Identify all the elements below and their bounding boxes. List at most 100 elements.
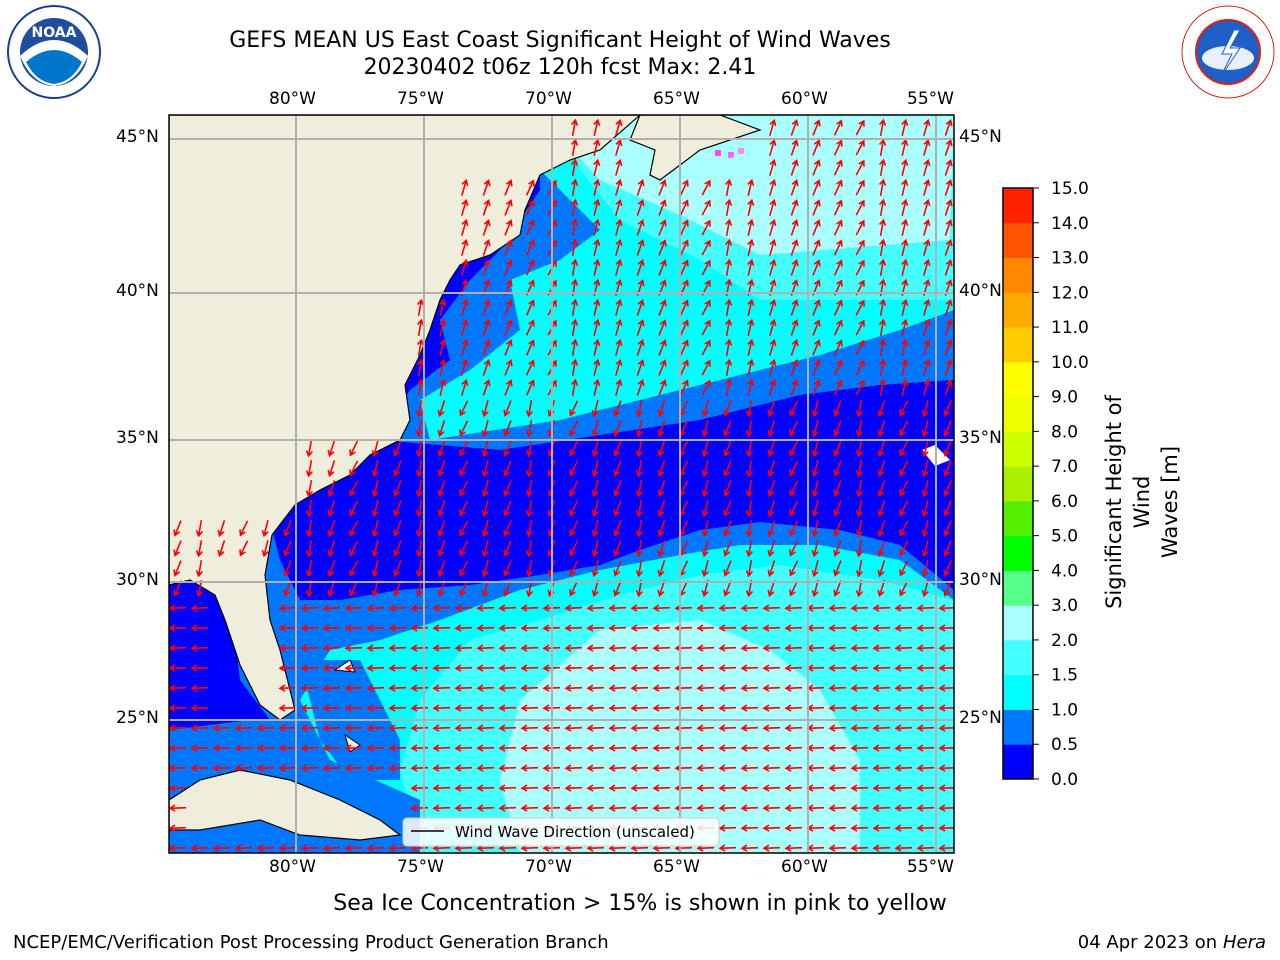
wind-arrow <box>476 684 495 692</box>
wind-arrow <box>740 624 759 632</box>
wind-arrow <box>943 580 952 597</box>
wind-arrow <box>261 520 269 538</box>
wind-arrow <box>790 338 799 356</box>
wind-arrow <box>944 338 953 356</box>
wind-arrow <box>789 500 799 517</box>
wind-arrow <box>327 480 336 498</box>
wind-arrow <box>769 358 777 376</box>
wind-arrow <box>812 259 821 276</box>
wind-arrow <box>769 238 777 256</box>
wind-arrow <box>190 624 209 632</box>
wind-arrow <box>410 804 429 812</box>
wind-arrow <box>415 479 424 498</box>
wind-arrow <box>762 724 781 732</box>
wind-arrow <box>790 258 799 276</box>
wind-arrow <box>872 624 891 632</box>
colorbar-swatch <box>1003 535 1033 571</box>
wind-arrow <box>570 378 579 397</box>
wind-arrow <box>855 339 865 356</box>
wind-arrow <box>724 338 733 357</box>
wind-arrow <box>570 358 579 377</box>
wind-arrow <box>901 118 909 136</box>
wind-arrow <box>482 178 491 196</box>
wind-arrow <box>498 704 517 712</box>
wind-arrow <box>630 784 649 792</box>
wind-arrow <box>570 138 579 157</box>
wind-arrow <box>789 420 799 437</box>
wind-arrow <box>944 258 953 276</box>
wind-arrow <box>366 624 385 632</box>
colorbar-swatch <box>1003 744 1033 780</box>
wind-arrow <box>190 664 209 672</box>
wind-arrow <box>410 664 429 672</box>
wind-arrow <box>525 259 535 276</box>
wind-arrow <box>169 604 187 612</box>
colorbar-swatch <box>1003 674 1033 710</box>
wind-arrow <box>366 704 385 712</box>
wind-arrow <box>878 358 887 377</box>
wind-arrow <box>615 298 623 316</box>
wind-arrow <box>718 804 737 812</box>
wind-arrow <box>498 604 517 612</box>
wind-arrow <box>615 198 623 216</box>
wind-arrow <box>608 784 627 792</box>
wind-arrow <box>658 239 667 256</box>
wind-arrow <box>745 519 754 538</box>
wind-arrow <box>724 358 733 377</box>
wind-arrow <box>762 844 781 852</box>
wind-arrow <box>944 138 953 156</box>
wind-arrow <box>525 199 535 216</box>
wind-arrows <box>169 118 954 852</box>
wind-arrow <box>696 784 715 792</box>
wind-arrow <box>366 744 385 752</box>
wind-arrow <box>261 540 269 558</box>
wind-arrow <box>481 460 489 478</box>
colorbar-tick-label: 12.0 <box>1051 283 1089 303</box>
wind-arrow <box>652 784 671 792</box>
wind-arrow <box>657 480 666 498</box>
wind-arrow <box>718 724 737 732</box>
wind-arrow <box>371 480 379 498</box>
wind-arrow <box>769 298 777 316</box>
wind-arrow <box>789 540 799 557</box>
wind-arrow <box>459 460 469 477</box>
wind-arrow <box>943 560 952 577</box>
wind-arrow <box>740 604 759 612</box>
wind-arrow <box>432 664 451 672</box>
wind-arrow <box>652 744 671 752</box>
wind-arrow <box>415 459 424 478</box>
wind-arrow <box>878 258 887 277</box>
wind-arrow <box>812 119 821 136</box>
wind-arrow <box>416 358 425 377</box>
wind-arrow <box>410 624 429 632</box>
wind-arrow <box>872 684 891 692</box>
wind-arrow <box>923 158 931 176</box>
wind-arrow <box>872 664 891 672</box>
wind-arrow <box>916 684 935 692</box>
noaa-logo-text: NOAA <box>32 25 77 41</box>
wind-arrow <box>437 480 446 498</box>
wind-arrow <box>658 339 667 356</box>
wind-arrow <box>482 378 491 396</box>
wind-arrow <box>812 199 821 216</box>
wind-arrow <box>278 644 297 652</box>
wind-arrow <box>855 379 865 396</box>
wind-arrow <box>701 179 711 196</box>
wind-arrow <box>878 158 887 177</box>
wind-arrow <box>762 804 781 812</box>
wind-arrow <box>636 298 645 316</box>
wind-arrow <box>305 479 314 498</box>
wind-arrow <box>570 298 579 317</box>
wind-arrow <box>173 520 182 537</box>
wind-arrow <box>636 338 645 356</box>
wind-arrow <box>901 138 909 156</box>
wind-arrow <box>747 338 755 356</box>
wind-arrow <box>564 684 583 692</box>
wind-arrow <box>173 580 182 597</box>
wind-arrow <box>767 520 776 538</box>
wind-arrow <box>503 540 512 557</box>
wind-arrow <box>833 480 842 497</box>
wind-arrow <box>190 644 209 652</box>
wind-arrow <box>371 540 379 558</box>
wind-arrow <box>366 604 385 612</box>
